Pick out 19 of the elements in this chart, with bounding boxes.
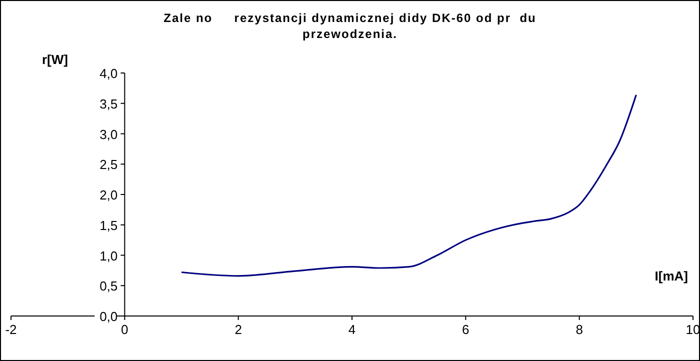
y-tick-label: 3,0 bbox=[100, 126, 118, 142]
x-tick-label: 4 bbox=[348, 322, 356, 337]
y-tick-label: 0,5 bbox=[100, 278, 118, 294]
x-axis-title: I[mA] bbox=[654, 268, 688, 284]
y-tick-label: 3,5 bbox=[100, 96, 118, 112]
y-tick-label: 2,5 bbox=[100, 157, 118, 172]
line-series bbox=[180, 94, 637, 277]
y-axis-title: r[W] bbox=[42, 52, 68, 67]
chart-title: Zale no rezystancji dynamicznej didy DK-60 od pr du przewodzenia. bbox=[164, 11, 536, 41]
x-tick-label: 0 bbox=[121, 322, 128, 337]
x-tick-label: 8 bbox=[576, 322, 583, 337]
x-tick-label: -2 bbox=[5, 322, 17, 337]
y-tick-label: 1,0 bbox=[100, 248, 118, 264]
x-tick-label: 2 bbox=[234, 322, 242, 337]
y-tick-label: 0,0 bbox=[100, 309, 118, 324]
y-tick-label: 4,0 bbox=[100, 66, 118, 81]
x-tick-label: 6 bbox=[462, 322, 470, 337]
y-tick-label: 1,5 bbox=[100, 218, 118, 233]
y-tick-label: 2,0 bbox=[100, 188, 118, 202]
